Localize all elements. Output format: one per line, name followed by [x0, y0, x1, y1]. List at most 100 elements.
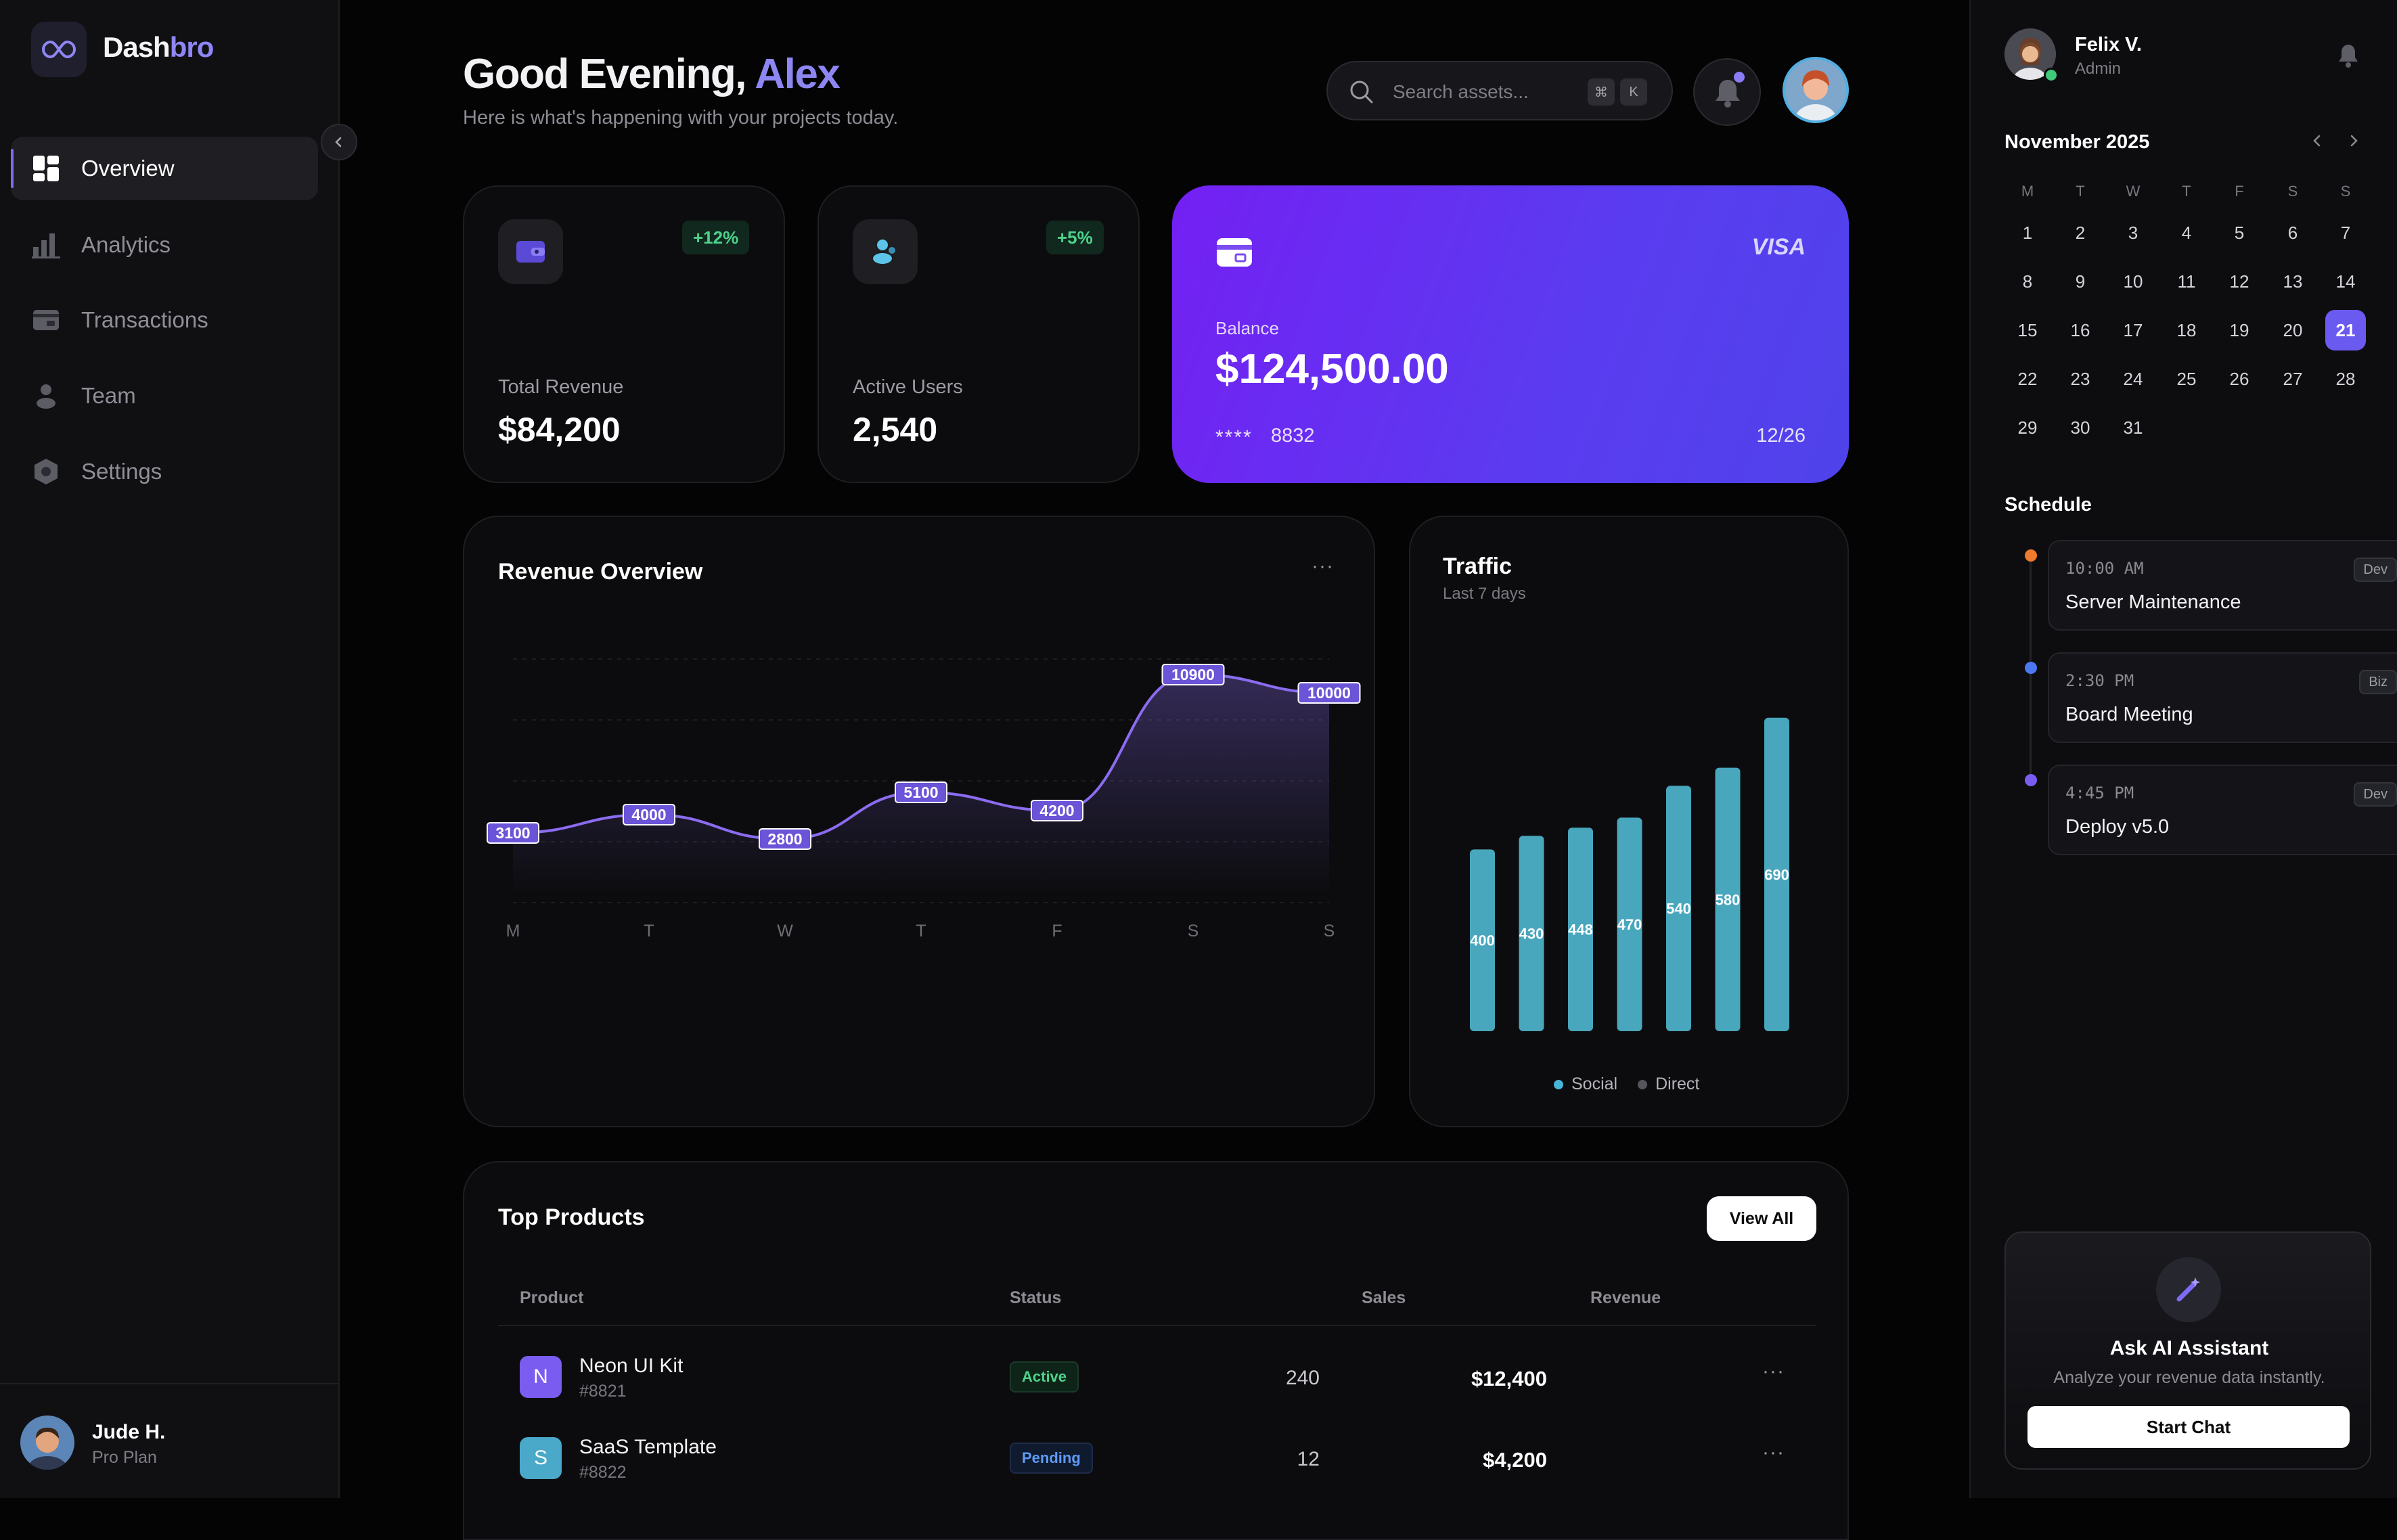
calendar-day[interactable]: 26: [2229, 369, 2249, 389]
collapse-sidebar-button[interactable]: [321, 124, 357, 160]
wallet-icon: [31, 305, 61, 335]
balance-card[interactable]: VISA Balance $124,500.00 **** 8832 12/26: [1172, 185, 1849, 483]
calendar-day[interactable]: 4: [2181, 223, 2192, 243]
column-header: Revenue: [1590, 1288, 1661, 1307]
event-time: 10:00 AM: [2065, 559, 2144, 578]
card-expiry: 12/26: [1756, 425, 1806, 447]
chevron-right-icon[interactable]: [2346, 133, 2362, 149]
calendar-day[interactable]: 20: [2283, 320, 2303, 340]
product-id: #8821: [579, 1382, 627, 1401]
stat-value: 2,540: [853, 411, 938, 449]
x-tick-label: M: [506, 922, 520, 941]
table-row[interactable]: N Neon UI Kit #8821 Active 240 $12,400 ·…: [498, 1340, 1816, 1414]
calendar-day[interactable]: 21: [2325, 310, 2366, 350]
weekday-header: T: [2182, 183, 2191, 200]
notifications-button[interactable]: [1693, 58, 1761, 126]
calendar-day[interactable]: 11: [2177, 271, 2196, 292]
schedule-item[interactable]: 2:30 PM Board Meeting Biz: [2048, 652, 2397, 743]
gear-icon: [31, 457, 61, 486]
weekday-header: S: [2340, 183, 2351, 200]
calendar-day[interactable]: 15: [2017, 320, 2038, 340]
notification-dot: [1734, 72, 1745, 83]
table-title: Top Products: [498, 1204, 645, 1230]
schedule-item[interactable]: 4:45 PM Deploy v5.0 Dev: [2048, 765, 2397, 855]
calendar-day[interactable]: 1: [2022, 223, 2033, 243]
calendar-day[interactable]: 27: [2283, 369, 2303, 389]
calendar-day[interactable]: 2: [2075, 223, 2086, 243]
profile-name: Felix V.: [2075, 34, 2142, 55]
x-tick-label: W: [777, 922, 793, 941]
bar-value-label: 540: [1666, 901, 1691, 918]
avatar[interactable]: [1783, 57, 1849, 123]
sidebar-item-team[interactable]: Team: [11, 364, 318, 428]
row-more-button[interactable]: ···: [1762, 1441, 1785, 1464]
calendar-day[interactable]: 7: [2340, 223, 2351, 243]
product-name: SaaS Template: [579, 1436, 717, 1458]
bar-value-label: 400: [1470, 932, 1495, 949]
calendar-day[interactable]: 8: [2022, 271, 2033, 292]
bar-chart-icon: [31, 230, 61, 260]
column-header: Sales: [1362, 1288, 1406, 1307]
calendar-day[interactable]: 18: [2176, 320, 2197, 340]
bell-icon[interactable]: [2336, 42, 2360, 69]
schedule-item[interactable]: 10:00 AM Server Maintenance Dev: [2048, 540, 2397, 631]
calendar-day[interactable]: 22: [2017, 369, 2038, 389]
user-name: Jude H.: [92, 1421, 166, 1443]
calendar-day[interactable]: 17: [2123, 320, 2143, 340]
logo-icon: [31, 22, 87, 77]
sidebar-item-label: Transactions: [81, 307, 208, 332]
svg-text:4000: 4000: [631, 806, 666, 823]
calendar-day[interactable]: 12: [2229, 271, 2249, 292]
product-id: #8822: [579, 1463, 627, 1482]
calendar-day[interactable]: 24: [2123, 369, 2143, 389]
ai-subtitle: Analyze your revenue data instantly.: [2053, 1368, 2325, 1387]
view-all-button[interactable]: View All: [1707, 1196, 1816, 1241]
weekday-header: S: [2287, 183, 2298, 200]
online-status-dot: [2044, 68, 2059, 83]
sidebar-item-transactions[interactable]: Transactions: [11, 288, 318, 352]
sidebar: Dashbro Overview Analytics Transactions …: [0, 0, 340, 1498]
calendar-day[interactable]: 5: [2234, 223, 2245, 243]
revenue-area-chart: 3100 M 4000 T 2800 W 5100 T 4200 F 10900 S 10000 S: [487, 658, 1361, 941]
table-row[interactable]: S SaaS Template #8822 Pending 12 $4,200 …: [498, 1421, 1816, 1495]
data-label: 4200: [1031, 800, 1083, 821]
calendar-day[interactable]: 28: [2335, 369, 2356, 389]
event-title: Server Maintenance: [2065, 591, 2241, 613]
calendar-day[interactable]: 25: [2176, 369, 2197, 389]
calendar-day[interactable]: 19: [2229, 320, 2249, 340]
chevron-left-icon: [335, 137, 342, 148]
bell-icon: [1716, 80, 1740, 108]
ai-assistant-card: Ask AI Assistant Analyze your revenue da…: [2004, 1231, 2371, 1470]
chart-title: Revenue Overview: [498, 559, 703, 585]
calendar-day[interactable]: 30: [2070, 417, 2090, 438]
calendar-day[interactable]: 23: [2070, 369, 2090, 389]
sidebar-item-settings[interactable]: Settings: [11, 440, 318, 503]
user-plan: Pro Plan: [92, 1448, 157, 1467]
grid-icon: [31, 154, 61, 183]
chevron-left-icon[interactable]: [2309, 133, 2325, 149]
bar: [1617, 817, 1642, 1031]
sidebar-item-overview[interactable]: Overview: [11, 137, 318, 200]
sidebar-item-analytics[interactable]: Analytics: [11, 213, 318, 277]
calendar-day[interactable]: 6: [2287, 223, 2298, 243]
calendar-day[interactable]: 13: [2283, 271, 2303, 292]
row-more-button[interactable]: ···: [1762, 1360, 1785, 1382]
avatar[interactable]: [20, 1416, 74, 1470]
calendar-day[interactable]: 31: [2123, 417, 2143, 438]
balance-label: Balance: [1215, 318, 1279, 338]
calendar-day[interactable]: 29: [2017, 417, 2038, 438]
stat-label: Total Revenue: [498, 376, 624, 398]
calendar-day[interactable]: 3: [2128, 223, 2138, 243]
product-name: Neon UI Kit: [579, 1355, 684, 1377]
more-menu-button[interactable]: ···: [1312, 555, 1334, 577]
bar-value-label: 470: [1617, 916, 1642, 933]
search-input[interactable]: Search assets... ⌘ K: [1326, 61, 1673, 120]
calendar-day[interactable]: 16: [2070, 320, 2090, 340]
calendar-day[interactable]: 9: [2075, 271, 2086, 292]
column-header: Product: [520, 1288, 584, 1307]
calendar-day[interactable]: 14: [2335, 271, 2356, 292]
product-sales: 12: [1297, 1448, 1320, 1470]
start-chat-button[interactable]: Start Chat: [2028, 1406, 2350, 1448]
calendar-day[interactable]: 10: [2123, 271, 2143, 292]
product-thumbnail: S: [520, 1437, 562, 1479]
